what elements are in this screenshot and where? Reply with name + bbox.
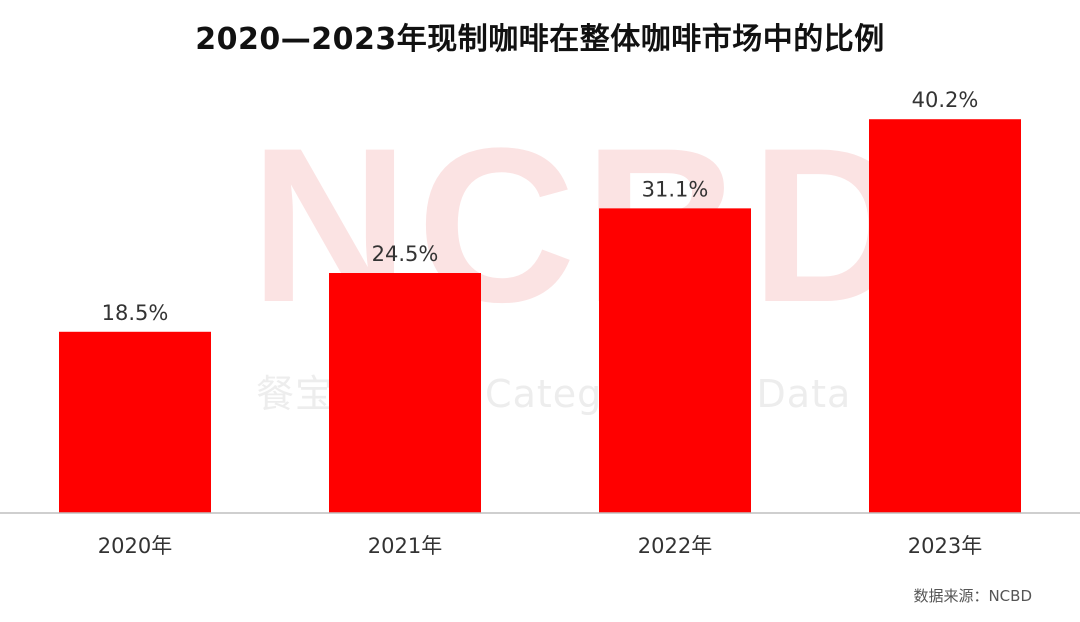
- data-label-1: 24.5%: [372, 242, 439, 266]
- bar-0: [59, 331, 211, 513]
- x-tick-label-3: 2023年: [908, 534, 982, 558]
- data-label-3: 40.2%: [912, 88, 979, 112]
- data-source-note: 数据来源：NCBD: [913, 587, 1032, 605]
- data-label-2: 31.1%: [642, 177, 709, 201]
- chart-title: 2020—2023年现制咖啡在整体咖啡市场中的比例: [195, 22, 885, 57]
- bar-1: [329, 273, 481, 513]
- x-tick-label-2: 2022年: [638, 534, 712, 558]
- x-tick-label-1: 2021年: [368, 534, 442, 558]
- data-label-0: 18.5%: [102, 301, 169, 325]
- labels-layer: 18.5% 2020年 24.5% 2021年 31.1% 2022年 40.2% 2023年: [98, 88, 982, 558]
- bar-3: [869, 119, 1021, 514]
- bar-2: [599, 208, 751, 513]
- bars-layer: [59, 119, 1021, 514]
- x-tick-label-0: 2020年: [98, 534, 172, 558]
